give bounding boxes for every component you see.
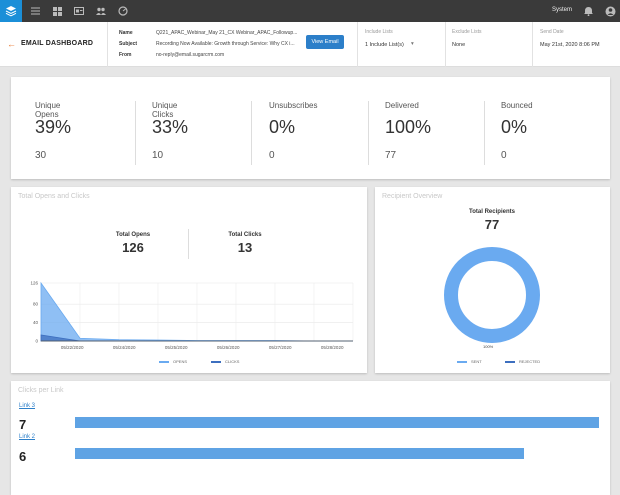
opens-clicks-card: Total Opens and Clicks Total Opens 126 T… — [11, 187, 367, 373]
stat-percent: 100% — [385, 117, 432, 137]
include-lists-value[interactable]: 1 Include List(s) — [365, 42, 404, 48]
bell-icon[interactable] — [582, 5, 594, 17]
total-clicks-value: 13 — [237, 240, 253, 255]
divider — [251, 101, 252, 165]
donut-slice-sent — [444, 247, 540, 343]
stat-count: 30 — [35, 150, 47, 161]
x-tick-label: 05/25/2020 — [165, 345, 188, 350]
stat-count: 10 — [152, 150, 164, 161]
total-opens-label: Total Opens — [115, 232, 151, 238]
chevron-down-icon[interactable]: ▾ — [411, 41, 414, 47]
legend-clicks: CLICKS — [211, 359, 239, 364]
divider — [135, 101, 136, 165]
stat-count: 0 — [501, 150, 507, 161]
top-nav: System — [0, 0, 620, 22]
legend-label: SENT — [471, 359, 482, 364]
layers-icon[interactable] — [0, 0, 22, 22]
card-title: Recipient Overview — [382, 193, 443, 200]
stat-percent: 39% — [35, 117, 72, 137]
link-item[interactable]: Link 3 — [19, 403, 36, 409]
stat-label: Delivered — [385, 101, 419, 110]
divider — [107, 22, 108, 67]
card-icon[interactable] — [73, 5, 85, 17]
y-tick-label: 126 — [30, 281, 38, 286]
clicks-per-link-card: Clicks per Link Link 3 7 Link 2 6 — [11, 381, 610, 495]
stat-label: Unique Clicks — [152, 101, 178, 119]
stats-card: Unique Opens 39% 30 Unique Clicks 33% 10… — [11, 77, 610, 179]
name-label: Name — [119, 30, 133, 36]
divider — [484, 101, 485, 165]
opens-clicks-chart: 126 80 40 0 05/22/2020 05/24/2020 05/25/2020 05… — [30, 281, 354, 350]
recipient-donut-chart — [444, 247, 540, 343]
x-tick-label: 05/24/2020 — [113, 345, 136, 350]
from-label: From — [119, 52, 132, 58]
stat-percent: 0% — [269, 117, 296, 137]
from-value: no-reply@email.sugarcrm.com — [156, 52, 225, 58]
legend-label: CLICKS — [225, 359, 240, 364]
legend-swatch — [505, 360, 515, 363]
divider — [532, 22, 533, 67]
y-tick-label: 80 — [33, 302, 39, 307]
send-date-value: May 21st, 2020 8:06 PM — [540, 42, 600, 48]
y-tick-label: 0 — [35, 339, 38, 344]
total-clicks-label: Total Clicks — [228, 232, 262, 238]
divider — [368, 101, 369, 165]
stat-label: Bounced — [501, 101, 533, 110]
link-item[interactable]: Link 2 — [19, 434, 36, 440]
legend-rejected: REJECTED — [505, 359, 540, 364]
total-opens-value: 126 — [122, 240, 144, 255]
stat-percent: 0% — [501, 117, 528, 137]
grid-icon[interactable] — [51, 5, 63, 17]
subject-label: Subject — [119, 41, 138, 47]
dashboard-icon[interactable] — [117, 5, 129, 17]
total-recipients-value: 77 — [484, 217, 500, 232]
link-count: 7 — [19, 417, 27, 432]
name-value: Q221_APAC_Webinar_May 21_CX Webinar_APAC… — [156, 30, 298, 36]
legend-opens: OPENS — [159, 359, 187, 364]
x-tick-label: 05/22/2020 — [61, 345, 84, 350]
legend-sent: SENT — [457, 359, 482, 364]
user-name[interactable]: System — [552, 7, 573, 13]
menu-icon[interactable] — [29, 5, 41, 17]
link-bar — [75, 417, 599, 428]
legend-label: OPENS — [173, 359, 188, 364]
card-title: Clicks per Link — [18, 387, 64, 394]
page-title: EMAIL DASHBOARD — [21, 40, 94, 47]
stat-label: Unsubscribes — [269, 101, 318, 110]
link-bar — [75, 448, 525, 459]
link-count: 6 — [19, 449, 27, 464]
stat-count: 77 — [385, 150, 397, 161]
subject-value: Recording Now Available: Growth through … — [156, 41, 295, 47]
legend-swatch — [211, 360, 221, 363]
view-email-button[interactable]: View Email — [306, 35, 344, 49]
stat-label: Unique Opens — [35, 101, 61, 119]
send-date-label: Send Date — [540, 29, 564, 35]
total-recipients-label: Total Recipients — [469, 209, 515, 215]
x-tick-label: 05/26/2020 — [217, 345, 240, 350]
legend-swatch — [457, 360, 467, 363]
people-icon[interactable] — [95, 5, 107, 17]
x-tick-label: 05/27/2020 — [269, 345, 292, 350]
divider — [188, 229, 189, 259]
x-tick-label: 05/28/2020 — [321, 345, 344, 350]
recipient-card: Recipient Overview Total Recipients 77 1… — [375, 187, 610, 373]
divider — [357, 22, 358, 67]
divider — [445, 22, 446, 67]
record-header: ← EMAIL DASHBOARD Name Q221_APAC_Webinar… — [0, 22, 620, 67]
stat-count: 0 — [269, 150, 275, 161]
back-arrow-icon[interactable]: ← — [7, 39, 16, 49]
exclude-lists-label: Exclude Lists — [452, 29, 482, 35]
stat-percent: 33% — [152, 117, 189, 137]
legend-label: REJECTED — [519, 359, 541, 364]
card-title: Total Opens and Clicks — [18, 193, 90, 200]
y-tick-label: 40 — [33, 320, 39, 325]
include-lists-label: Include Lists — [365, 29, 393, 35]
exclude-lists-value: None — [452, 42, 466, 48]
donut-percent-label: 100% — [483, 344, 494, 349]
user-icon[interactable] — [604, 5, 616, 17]
legend-swatch — [159, 360, 169, 363]
